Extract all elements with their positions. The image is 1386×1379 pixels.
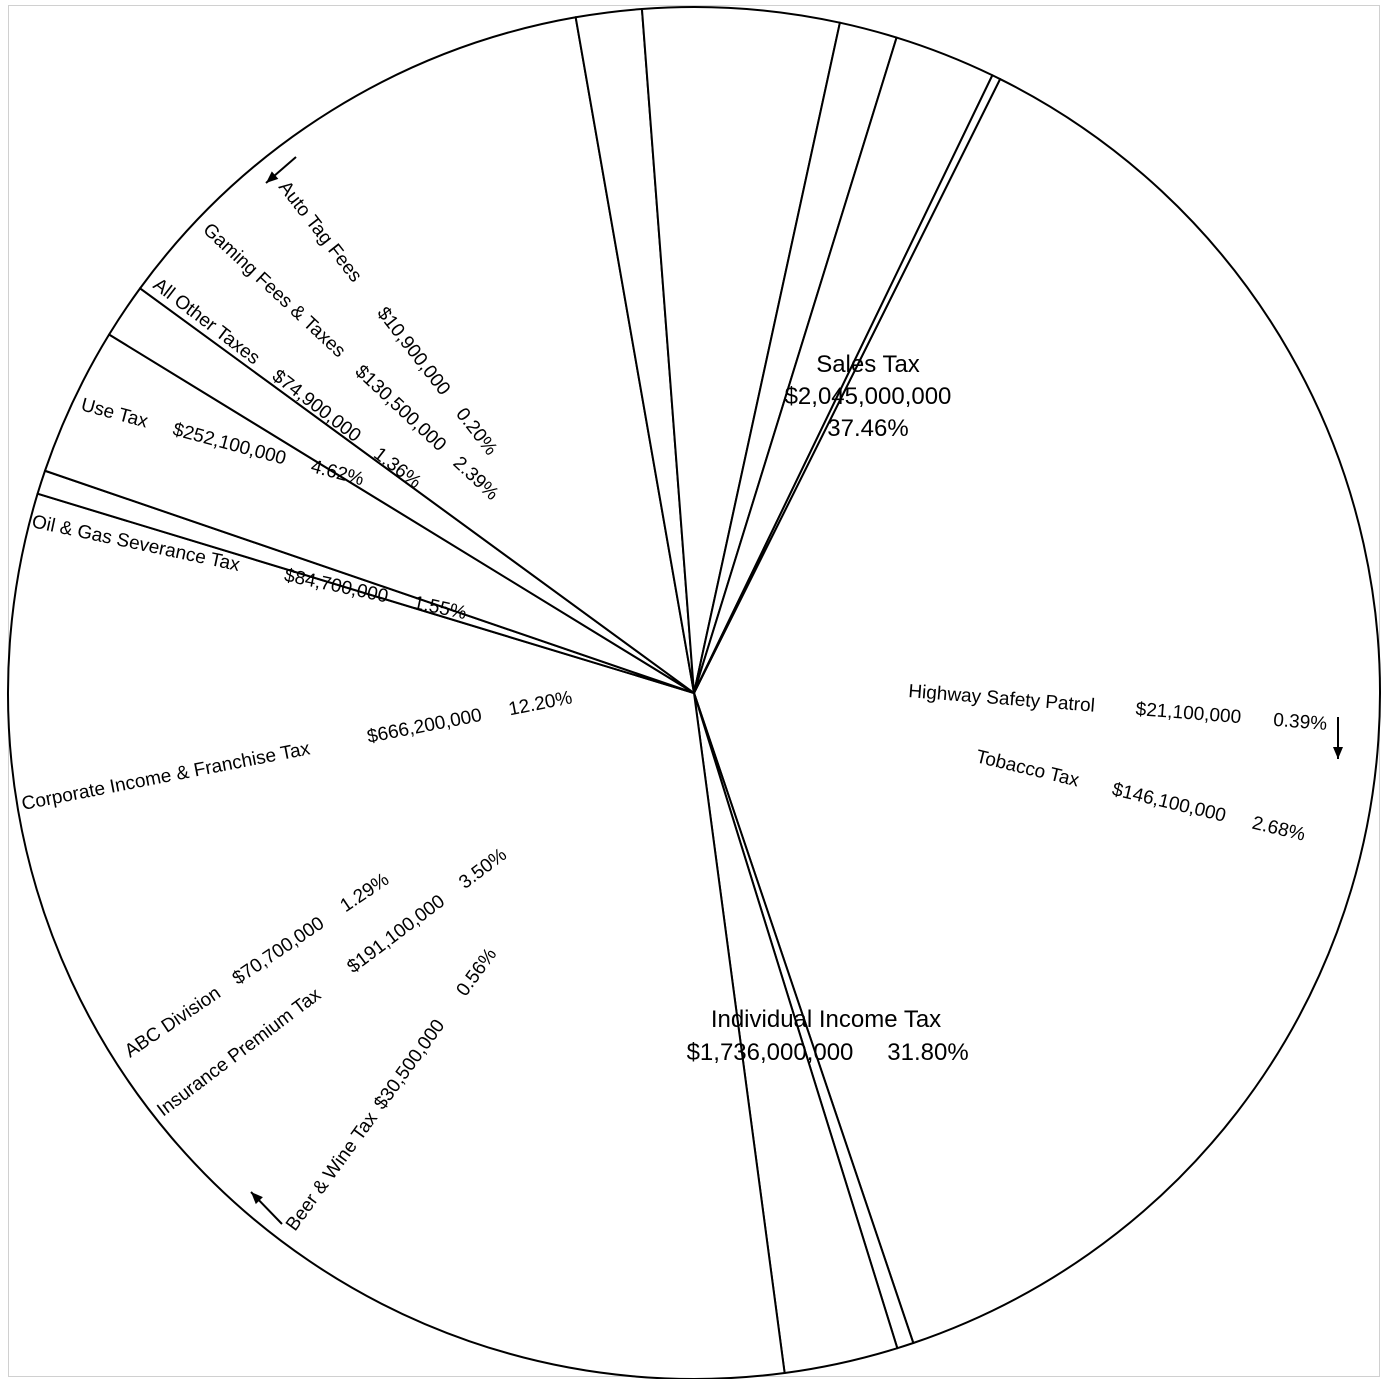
slice-label-percent: 0.39%: [1272, 710, 1327, 735]
leader-arrows: [250, 156, 1343, 1225]
slice-label-amount: $1,736,000,000: [687, 1039, 854, 1066]
pie-slice-auto-tag-fees: [693, 74, 1002, 694]
pie-slice-use-tax: [640, 6, 841, 694]
slice-label-name: Individual Income Tax: [711, 1006, 941, 1033]
slice-label-percent: 37.46%: [827, 415, 908, 442]
pie-slice-corporate-income-franchise-tax: [139, 16, 695, 694]
arrow-beer-wine-tax: [250, 1191, 283, 1225]
pie-slice-individual-income-tax: [7, 492, 786, 1379]
slice-label-percent: 31.80%: [887, 1039, 968, 1066]
pie-slices: [7, 6, 1381, 1379]
pie-slice-sales-tax: [693, 78, 1381, 1344]
slice-label-amount: $2,045,000,000: [785, 383, 952, 410]
arrow-highway-safety-patrol: [1333, 717, 1343, 759]
arrow-auto-tag-fees: [265, 156, 297, 184]
slice-label-name: Sales Tax: [816, 351, 920, 378]
